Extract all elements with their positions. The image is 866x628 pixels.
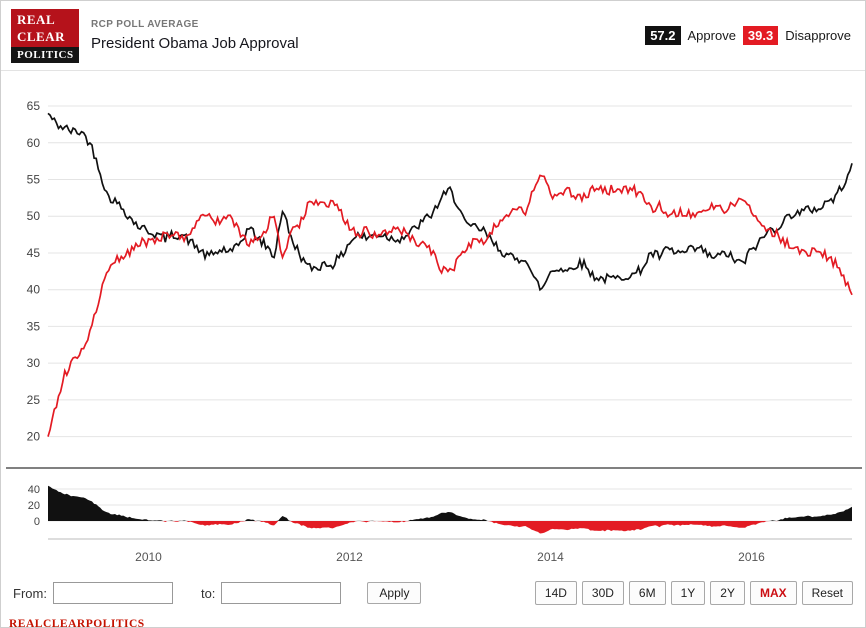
svg-text:40: 40: [28, 484, 40, 496]
svg-text:0: 0: [34, 516, 40, 528]
range-buttons: 14D 30D 6M 1Y 2Y MAX Reset: [534, 581, 853, 605]
disapprove-label: Disapprove: [785, 28, 851, 43]
date-range-controls: From: to: Apply: [13, 582, 422, 604]
svg-text:2014: 2014: [537, 550, 564, 564]
svg-text:65: 65: [27, 99, 41, 113]
svg-text:2012: 2012: [336, 550, 363, 564]
range-max-button[interactable]: MAX: [749, 581, 797, 605]
svg-text:40: 40: [27, 283, 41, 297]
rcp-logo[interactable]: REAL CLEAR POLITICS: [11, 8, 79, 63]
reset-button[interactable]: Reset: [801, 581, 853, 605]
legend: 57.2 Approve 39.3 Disapprove: [645, 26, 855, 45]
svg-text:45: 45: [27, 246, 41, 260]
range-6m-button[interactable]: 6M: [628, 581, 666, 605]
range-14d-button[interactable]: 14D: [534, 581, 577, 605]
poll-trend-chart[interactable]: 20 25 30 35 40 45 50 55 60 65 0 20 40 2010 2012 2014 201…: [1, 85, 865, 570]
svg-text:25: 25: [27, 393, 41, 407]
svg-text:55: 55: [27, 172, 41, 186]
svg-text:50: 50: [27, 209, 41, 223]
range-30d-button[interactable]: 30D: [581, 581, 624, 605]
approval-chart-svg: 20 25 30 35 40 45 50 55 60 65 0 20 40 2010 2012 2014 201…: [6, 99, 862, 564]
chart-controls: From: to: Apply 14D 30D 6M 1Y 2Y MAX Res…: [1, 578, 865, 608]
logo-line-clear: CLEAR: [17, 28, 66, 44]
range-2y-button[interactable]: 2Y: [710, 581, 745, 605]
svg-text:35: 35: [27, 319, 41, 333]
page-title: President Obama Job Approval: [91, 35, 299, 52]
logo-line-real: REAL: [17, 11, 56, 27]
to-date-input[interactable]: [221, 582, 342, 604]
svg-text:60: 60: [27, 136, 41, 150]
approve-label: Approve: [687, 28, 736, 43]
rcp-logo-bottom: POLITICS: [11, 46, 79, 63]
svg-text:2016: 2016: [738, 550, 765, 564]
from-label: From:: [13, 585, 47, 601]
header-left: REAL CLEAR POLITICS RCP POLL AVERAGE Pre…: [11, 8, 299, 63]
svg-text:30: 30: [27, 356, 41, 370]
footer: REALCLEARPOLITICS: [1, 608, 865, 628]
apply-button[interactable]: Apply: [367, 582, 422, 604]
svg-text:20: 20: [27, 430, 41, 444]
svg-text:2010: 2010: [135, 550, 162, 564]
rcp-logo-top: REAL CLEAR: [11, 8, 79, 47]
kicker: RCP POLL AVERAGE: [91, 19, 199, 30]
approve-value-badge: 57.2: [645, 26, 681, 45]
rcp-wordmark[interactable]: REALCLEARPOLITICS: [9, 618, 145, 628]
svg-text:20: 20: [28, 500, 40, 512]
logo-line-politics: POLITICS: [17, 48, 74, 61]
titles: RCP POLL AVERAGE President Obama Job App…: [91, 19, 299, 52]
header: REAL CLEAR POLITICS RCP POLL AVERAGE Pre…: [1, 1, 865, 71]
disapprove-value-badge: 39.3: [742, 26, 779, 45]
range-1y-button[interactable]: 1Y: [670, 581, 706, 605]
from-date-input[interactable]: [52, 582, 173, 604]
to-label: to:: [200, 585, 216, 601]
